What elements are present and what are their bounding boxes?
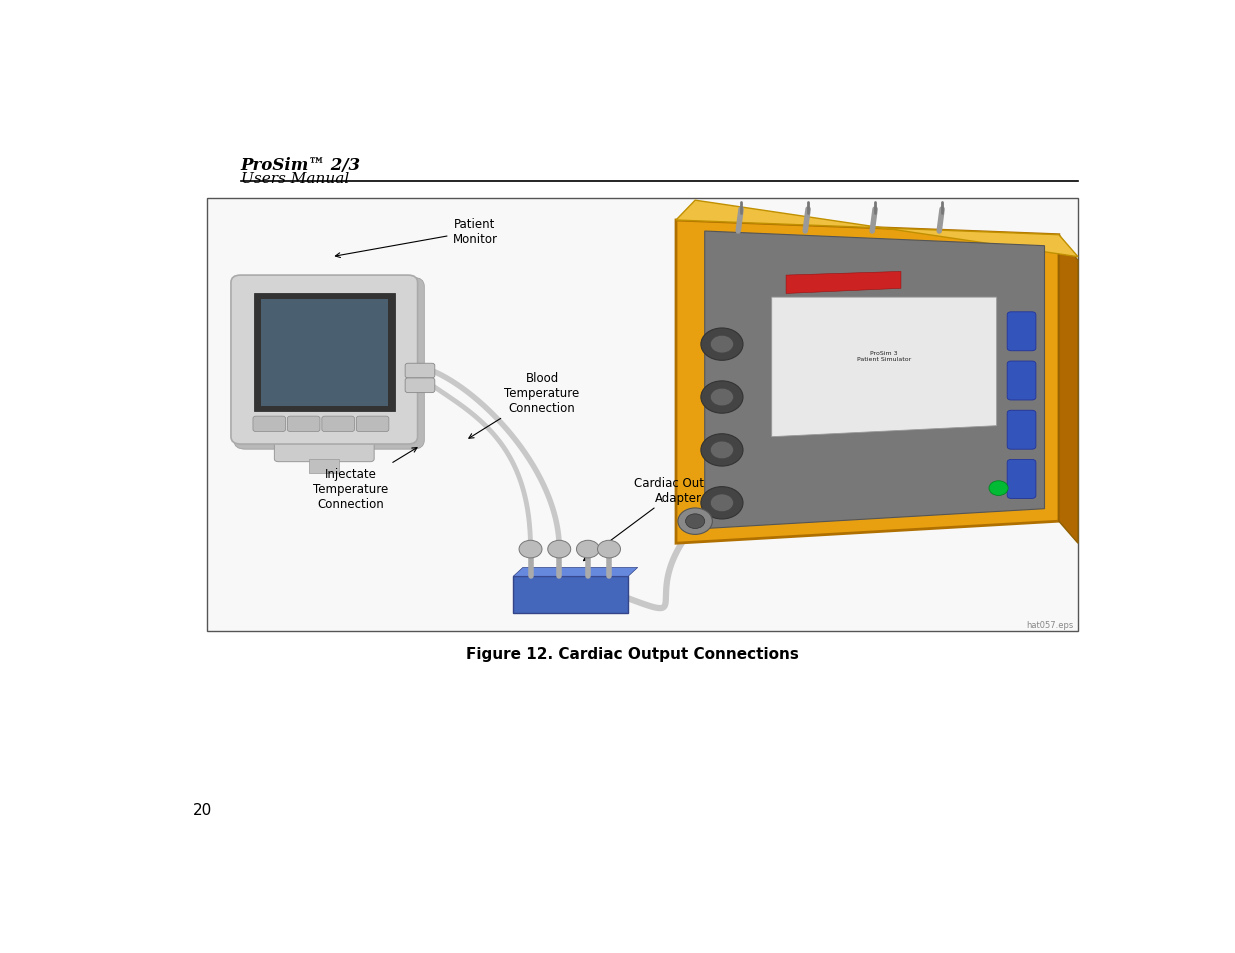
- Text: Figure 12. Cardiac Output Connections: Figure 12. Cardiac Output Connections: [467, 646, 799, 661]
- Text: Injectate
Temperature
Connection: Injectate Temperature Connection: [312, 448, 417, 510]
- Circle shape: [701, 487, 743, 519]
- Circle shape: [989, 481, 1008, 496]
- FancyBboxPatch shape: [1008, 460, 1036, 498]
- FancyBboxPatch shape: [1008, 313, 1036, 352]
- Text: Users Manual: Users Manual: [241, 172, 348, 186]
- Polygon shape: [772, 298, 997, 437]
- FancyBboxPatch shape: [1008, 361, 1036, 400]
- FancyBboxPatch shape: [514, 577, 629, 614]
- Circle shape: [519, 540, 542, 558]
- Text: 20: 20: [193, 802, 212, 818]
- Text: ProSim 2/3: ProSim 2/3: [888, 273, 952, 286]
- Circle shape: [577, 540, 599, 558]
- FancyBboxPatch shape: [405, 378, 435, 394]
- Circle shape: [710, 441, 734, 459]
- Text: ProSim 3
Patient Simulator: ProSim 3 Patient Simulator: [857, 351, 911, 362]
- FancyBboxPatch shape: [322, 416, 354, 432]
- Text: Patient
Monitor: Patient Monitor: [336, 218, 498, 258]
- Text: Blood
Temperature
Connection: Blood Temperature Connection: [469, 372, 579, 438]
- FancyBboxPatch shape: [207, 199, 1078, 632]
- Circle shape: [701, 329, 743, 361]
- Polygon shape: [676, 221, 1058, 543]
- Polygon shape: [1058, 235, 1078, 543]
- FancyBboxPatch shape: [233, 278, 425, 450]
- FancyBboxPatch shape: [261, 300, 388, 406]
- FancyBboxPatch shape: [254, 294, 395, 412]
- Circle shape: [710, 389, 734, 406]
- Circle shape: [710, 495, 734, 512]
- Polygon shape: [705, 232, 1045, 529]
- Text: hat057.eps: hat057.eps: [1026, 620, 1073, 630]
- Circle shape: [701, 435, 743, 467]
- FancyBboxPatch shape: [405, 364, 435, 378]
- Text: Cardiac Output
Adapter: Cardiac Output Adapter: [583, 476, 724, 561]
- FancyBboxPatch shape: [357, 416, 389, 432]
- Circle shape: [685, 515, 705, 529]
- Text: ProSim™ 2/3: ProSim™ 2/3: [241, 157, 361, 173]
- FancyBboxPatch shape: [231, 275, 417, 444]
- Circle shape: [598, 540, 620, 558]
- FancyBboxPatch shape: [1008, 411, 1036, 450]
- FancyBboxPatch shape: [309, 459, 340, 474]
- FancyBboxPatch shape: [274, 438, 374, 462]
- Polygon shape: [514, 568, 637, 577]
- Circle shape: [710, 336, 734, 354]
- Circle shape: [548, 540, 571, 558]
- Polygon shape: [785, 273, 900, 294]
- Polygon shape: [676, 201, 1078, 257]
- Circle shape: [678, 508, 713, 535]
- FancyBboxPatch shape: [288, 416, 320, 432]
- FancyBboxPatch shape: [253, 416, 285, 432]
- Circle shape: [701, 381, 743, 414]
